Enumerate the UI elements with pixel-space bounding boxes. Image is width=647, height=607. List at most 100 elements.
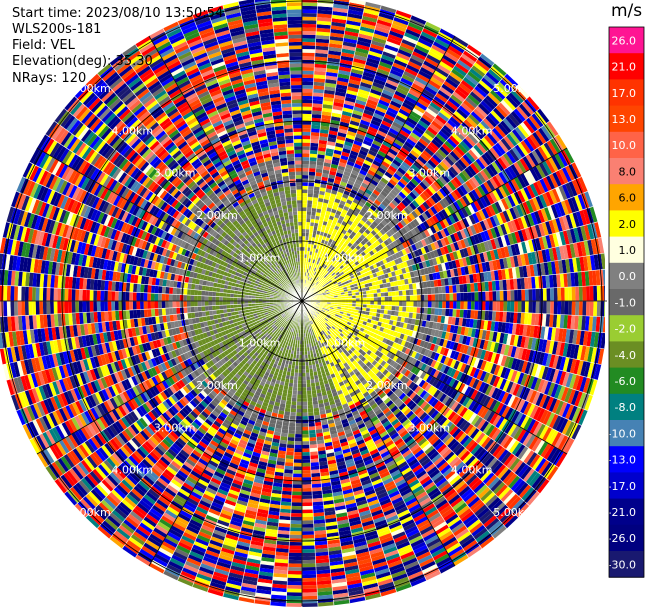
velocity-gate (467, 94, 481, 106)
velocity-gate (357, 92, 369, 99)
velocity-gate (307, 193, 314, 198)
velocity-gate (306, 214, 311, 219)
velocity-gate (589, 301, 594, 317)
velocity-gate (363, 159, 373, 167)
velocity-gate (302, 81, 314, 86)
velocity-gate (400, 42, 415, 52)
velocity-gate (302, 124, 312, 129)
velocity-gate (328, 287, 333, 291)
velocity-gate (436, 34, 452, 46)
velocity-gate (327, 230, 333, 236)
velocity-gate (445, 77, 459, 89)
velocity-gate (403, 207, 412, 215)
velocity-gate (380, 305, 385, 310)
velocity-gate (397, 221, 404, 230)
velocity-gate (550, 287, 554, 301)
velocity-gate (437, 111, 450, 122)
velocity-gate (361, 216, 368, 223)
velocity-gate (515, 204, 524, 218)
velocity-gate (340, 114, 352, 121)
velocity-gate (355, 47, 370, 55)
velocity-gate (328, 50, 342, 56)
velocity-gate (388, 228, 396, 236)
velocity-gate (305, 229, 310, 233)
velocity-gate (319, 132, 329, 138)
velocity-gate (316, 260, 320, 265)
velocity-gate (304, 257, 307, 262)
velocity-gate (376, 196, 384, 204)
velocity-gate (385, 79, 399, 88)
velocity-gate (320, 183, 327, 189)
velocity-gate (384, 262, 390, 269)
velocity-gate (377, 243, 384, 250)
velocity-gate (305, 236, 309, 241)
velocity-gate (343, 252, 348, 258)
velocity-gate (465, 151, 476, 163)
velocity-gate (362, 12, 379, 20)
velocity-gate (481, 137, 493, 150)
velocity-gate (377, 15, 394, 24)
velocity-gate (542, 176, 552, 192)
velocity-gate (453, 176, 463, 187)
velocity-gate (473, 62, 488, 75)
velocity-gate (368, 182, 377, 190)
velocity-gate (353, 54, 368, 62)
velocity-gate (302, 45, 316, 50)
velocity-gate (439, 246, 446, 256)
velocity-gate (359, 301, 364, 305)
velocity-gate (421, 178, 431, 188)
velocity-gate (395, 135, 406, 144)
velocity-gate (395, 231, 402, 239)
velocity-gate (485, 301, 490, 311)
velocity-gate (302, 56, 315, 61)
velocity-gate (421, 63, 436, 74)
velocity-gate (423, 110, 436, 121)
velocity-gate (405, 311, 410, 318)
velocity-gate (336, 77, 350, 83)
velocity-gate (302, 88, 314, 93)
velocity-gate (406, 117, 418, 126)
velocity-gate (406, 92, 419, 102)
velocity-gate (373, 199, 382, 206)
velocity-gate (376, 205, 384, 213)
velocity-gate (449, 42, 465, 54)
velocity-gate (450, 178, 460, 189)
velocity-gate (359, 81, 373, 89)
velocity-gate (373, 227, 380, 234)
velocity-gate (453, 232, 460, 242)
velocity-gate (329, 126, 339, 132)
velocity-gate (318, 139, 328, 145)
velocity-gate (342, 41, 357, 48)
velocity-gate (346, 160, 355, 167)
velocity-gate (380, 219, 388, 227)
velocity-gate (532, 131, 544, 147)
velocity-gate (323, 96, 335, 102)
velocity-gate (456, 309, 461, 318)
velocity-gate (453, 129, 465, 141)
velocity-gate (517, 124, 530, 139)
velocity-gate (398, 191, 407, 200)
velocity-gate (459, 140, 471, 152)
velocity-gate (514, 301, 518, 313)
velocity-gate (320, 275, 324, 280)
velocity-gate (332, 288, 337, 291)
velocity-gate (331, 109, 343, 115)
velocity-gate (428, 141, 440, 152)
velocity-gate (318, 261, 322, 266)
velocity-gate (500, 120, 512, 134)
velocity-gate (380, 143, 391, 152)
velocity-gate (362, 204, 370, 211)
velocity-gate (440, 127, 452, 138)
velocity-gate (413, 301, 418, 307)
velocity-gate (317, 197, 324, 203)
velocity-gate (325, 289, 329, 292)
velocity-gate (449, 242, 457, 253)
velocity-gate (312, 103, 323, 108)
velocity-gate (476, 221, 484, 233)
velocity-gate (528, 288, 533, 301)
velocity-gate (316, 161, 324, 166)
velocity-gate (316, 27, 331, 33)
velocity-gate (447, 180, 457, 191)
velocity-gate (315, 172, 323, 177)
velocity-gate (510, 110, 523, 125)
